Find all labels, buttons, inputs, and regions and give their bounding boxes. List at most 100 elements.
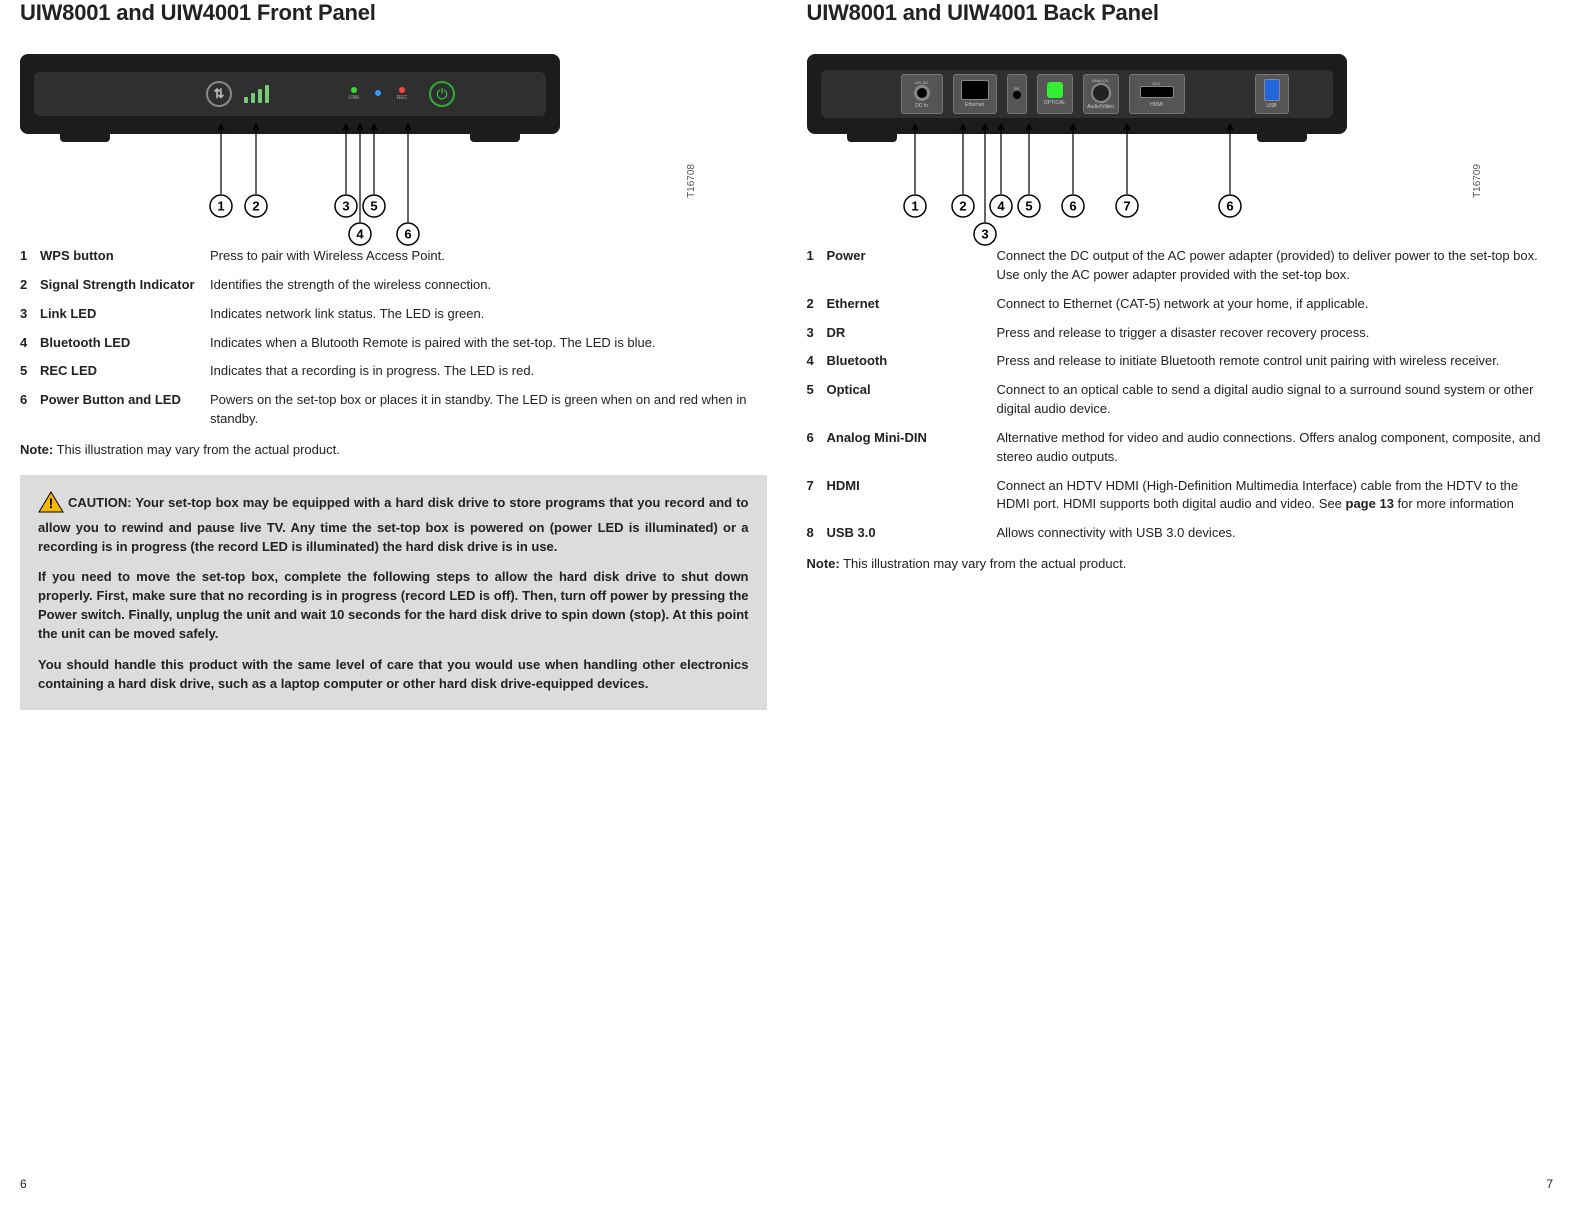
table-row: 6Power Button and LEDPowers on the set-t… xyxy=(20,386,767,434)
front-desc-table: 1WPS buttonPress to pair with Wireless A… xyxy=(20,242,767,434)
row-term: HDMI xyxy=(827,472,997,520)
svg-text:6: 6 xyxy=(404,227,411,242)
front-device-body: ⇅ LINK REC ⏻ xyxy=(20,54,560,134)
row-desc: Connect to an optical cable to send a di… xyxy=(997,376,1554,424)
row-term: Bluetooth LED xyxy=(40,329,210,358)
svg-text:5: 5 xyxy=(1025,199,1032,214)
svg-text:3: 3 xyxy=(981,227,988,242)
page-number-right: 7 xyxy=(1546,1177,1553,1191)
optical-port-icon: OPTICAL xyxy=(1037,74,1073,114)
right-page: UIW8001 and UIW4001 Back Panel 12V DCDC … xyxy=(807,0,1554,710)
left-page: UIW8001 and UIW4001 Front Panel ⇅ LINK R… xyxy=(20,0,767,710)
right-heading: UIW8001 and UIW4001 Back Panel xyxy=(807,0,1554,26)
row-num: 3 xyxy=(20,300,40,329)
dc-port-icon: 12V DCDC In xyxy=(901,74,943,114)
row-term: REC LED xyxy=(40,357,210,386)
row-desc: Press and release to initiate Bluetooth … xyxy=(997,347,1554,376)
row-num: 5 xyxy=(807,376,827,424)
table-row: 1PowerConnect the DC output of the AC po… xyxy=(807,242,1554,290)
row-num: 2 xyxy=(20,271,40,300)
svg-text:2: 2 xyxy=(252,199,259,214)
row-term: DR xyxy=(827,319,997,348)
page-spread: UIW8001 and UIW4001 Front Panel ⇅ LINK R… xyxy=(20,0,1553,710)
row-term: Optical xyxy=(827,376,997,424)
front-figure-code: T16708 xyxy=(686,164,697,198)
power-button-icon: ⏻ xyxy=(429,81,455,107)
row-desc: Connect to Ethernet (CAT-5) network at y… xyxy=(997,290,1554,319)
hdmi-port-icon: OUTHDMI xyxy=(1129,74,1185,114)
table-row: 4BluetoothPress and release to initiate … xyxy=(807,347,1554,376)
front-desc-rows: 1WPS buttonPress to pair with Wireless A… xyxy=(20,242,767,434)
table-row: 7HDMIConnect an HDTV HDMI (High-Definiti… xyxy=(807,472,1554,520)
row-term: USB 3.0 xyxy=(827,519,997,548)
table-row: 3Link LEDIndicates network link status. … xyxy=(20,300,767,329)
caution-p1: ! CAUTION: Your set-top box may be equip… xyxy=(38,491,749,557)
svg-text:4: 4 xyxy=(356,227,364,242)
svg-text:6: 6 xyxy=(1226,199,1233,214)
row-desc: Connect the DC output of the AC power ad… xyxy=(997,242,1554,290)
table-row: 2EthernetConnect to Ethernet (CAT-5) net… xyxy=(807,290,1554,319)
link-led-icon xyxy=(351,87,357,93)
ethernet-port-icon: Ethernet xyxy=(953,74,997,114)
row-num: 1 xyxy=(20,242,40,271)
caution-p2: If you need to move the set-top box, com… xyxy=(38,568,749,643)
row-num: 4 xyxy=(807,347,827,376)
row-desc: Alternative method for video and audio c… xyxy=(997,424,1554,472)
svg-text:7: 7 xyxy=(1123,199,1130,214)
row-num: 1 xyxy=(807,242,827,290)
svg-text:3: 3 xyxy=(342,199,349,214)
front-note: Note: This illustration may vary from th… xyxy=(20,442,767,457)
table-row: 4Bluetooth LEDIndicates when a Blutooth … xyxy=(20,329,767,358)
row-desc: Press to pair with Wireless Access Point… xyxy=(210,242,767,271)
svg-text:5: 5 xyxy=(370,199,377,214)
wps-button-icon: ⇅ xyxy=(206,81,232,107)
row-desc: Powers on the set-top box or places it i… xyxy=(210,386,767,434)
row-term: Analog Mini-DIN xyxy=(827,424,997,472)
back-desc-rows: 1PowerConnect the DC output of the AC po… xyxy=(807,242,1554,548)
svg-text:6: 6 xyxy=(1069,199,1076,214)
table-row: 2Signal Strength IndicatorIdentifies the… xyxy=(20,271,767,300)
table-row: 5OpticalConnect to an optical cable to s… xyxy=(807,376,1554,424)
back-figure-code: T16709 xyxy=(1472,164,1483,198)
warning-icon: ! xyxy=(38,491,64,519)
row-desc: Connect an HDTV HDMI (High-Definition Mu… xyxy=(997,472,1554,520)
signal-strength-icon xyxy=(244,85,269,103)
back-face: 12V DCDC In Ethernet DR OPTICAL ANALOGAu… xyxy=(821,70,1333,118)
rec-led-icon xyxy=(399,87,405,93)
caution-p3: You should handle this product with the … xyxy=(38,656,749,694)
usb-port-icon: USB xyxy=(1255,74,1289,114)
svg-text:2: 2 xyxy=(959,199,966,214)
left-heading: UIW8001 and UIW4001 Front Panel xyxy=(20,0,767,26)
table-row: 5REC LEDIndicates that a recording is in… xyxy=(20,357,767,386)
back-panel-figure: 12V DCDC In Ethernet DR OPTICAL ANALOGAu… xyxy=(807,54,1554,214)
row-num: 4 xyxy=(20,329,40,358)
row-term: Link LED xyxy=(40,300,210,329)
row-num: 8 xyxy=(807,519,827,548)
table-row: 8USB 3.0Allows connectivity with USB 3.0… xyxy=(807,519,1554,548)
row-term: WPS button xyxy=(40,242,210,271)
row-desc: Indicates that a recording is in progres… xyxy=(210,357,767,386)
row-term: Ethernet xyxy=(827,290,997,319)
row-term: Power xyxy=(827,242,997,290)
svg-text:4: 4 xyxy=(997,199,1005,214)
table-row: 6Analog Mini-DINAlternative method for v… xyxy=(807,424,1554,472)
row-num: 6 xyxy=(20,386,40,434)
row-num: 7 xyxy=(807,472,827,520)
row-desc: Allows connectivity with USB 3.0 devices… xyxy=(997,519,1554,548)
led-group: LINK REC xyxy=(347,87,409,101)
row-term: Signal Strength Indicator xyxy=(40,271,210,300)
row-desc: Indicates network link status. The LED i… xyxy=(210,300,767,329)
row-desc: Identifies the strength of the wireless … xyxy=(210,271,767,300)
back-device-body: 12V DCDC In Ethernet DR OPTICAL ANALOGAu… xyxy=(807,54,1347,134)
front-panel-figure: ⇅ LINK REC ⏻ 1 xyxy=(20,54,767,214)
front-face: ⇅ LINK REC ⏻ xyxy=(34,72,546,116)
row-desc: Press and release to trigger a disaster … xyxy=(997,319,1554,348)
bluetooth-led-icon xyxy=(375,90,381,96)
analog-din-port-icon: ANALOGAudio/Video xyxy=(1083,74,1119,114)
table-row: 1WPS buttonPress to pair with Wireless A… xyxy=(20,242,767,271)
row-num: 6 xyxy=(807,424,827,472)
row-num: 5 xyxy=(20,357,40,386)
svg-text:1: 1 xyxy=(911,199,918,214)
row-term: Bluetooth xyxy=(827,347,997,376)
row-desc: Indicates when a Blutooth Remote is pair… xyxy=(210,329,767,358)
